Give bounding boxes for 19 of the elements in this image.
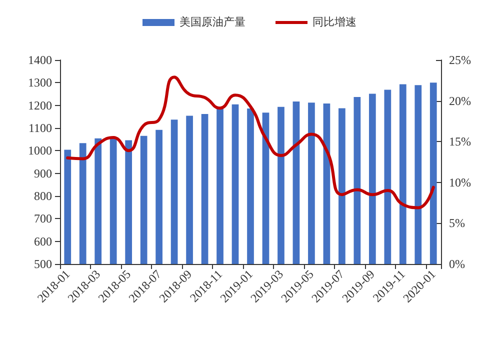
y-tick-label: 700 [34,212,52,226]
y2-tick-label: 25% [449,53,471,67]
y-tick-label: 1100 [28,121,52,135]
y-tick-label: 1200 [28,98,52,112]
y2-tick-label: 10% [449,175,471,190]
y-tick-label: 1000 [28,144,52,158]
y-tick-label: 600 [34,234,52,248]
y-tick-label: 800 [34,189,52,203]
legend-label: 美国原油产量 [180,16,246,28]
y-tick-label: 900 [34,166,52,180]
legend-label: 同比增速 [312,16,356,28]
y2-tick-label: 5% [449,216,465,230]
y-tick-label: 1300 [28,76,52,90]
y-tick-label: 1400 [28,53,52,67]
y2-tick-label: 0% [449,257,465,271]
y2-tick-label: 15% [449,134,471,149]
line-series [66,76,435,210]
y-tick-label: 500 [34,257,52,271]
y2-tick-label: 20% [449,94,471,108]
